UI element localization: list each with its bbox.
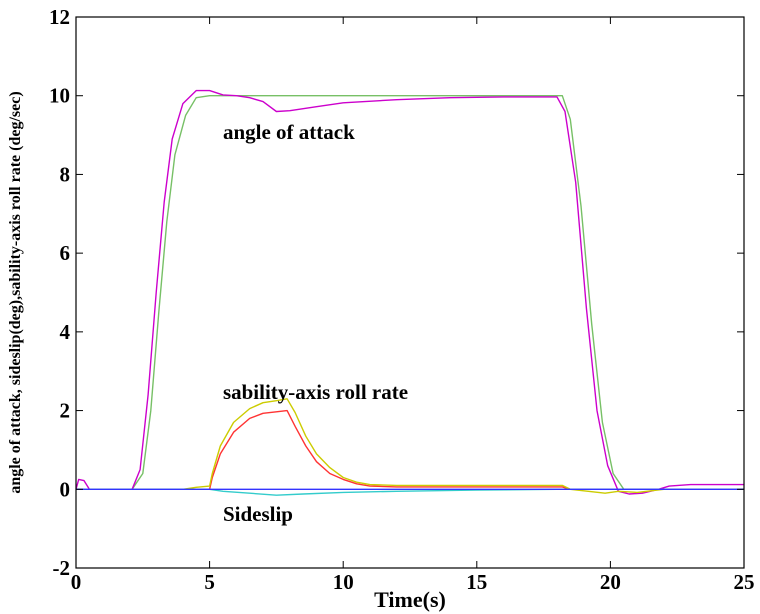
series-line-3 (76, 409, 744, 490)
x-axis-label: Time(s) (374, 587, 446, 612)
annotation-1: angle of attack (223, 120, 355, 144)
annotation-3: Sideslip (223, 502, 293, 526)
series-line-1 (76, 95, 744, 490)
x-tick-label: 5 (204, 570, 215, 594)
y-tick-label: 8 (60, 162, 71, 186)
y-tick-label: 4 (60, 320, 71, 344)
y-tick-label: 0 (60, 477, 71, 501)
x-tick-label: 0 (71, 570, 82, 594)
annotation-2: sability-axis roll rate (223, 380, 408, 404)
series-layer (75, 89, 744, 496)
x-tick-label: 20 (600, 570, 621, 594)
y-tick-label: 12 (49, 5, 70, 29)
plot-frame (75, 16, 745, 569)
y-axis-label: angle of attack, sideslip(deg),sability-… (7, 91, 24, 493)
x-tick-label: 25 (734, 570, 755, 594)
x-tick-label: 10 (333, 570, 354, 594)
y-tick-label: 6 (60, 241, 71, 265)
y-tick-label: 10 (49, 84, 70, 108)
y-tick-label: -2 (53, 556, 71, 580)
y-tick-label: 2 (60, 399, 71, 423)
series-line-4 (76, 398, 744, 494)
annotations-layer: angle of attack sability-axis roll rate Si… (223, 120, 408, 526)
x-tick-label: 15 (466, 570, 487, 594)
